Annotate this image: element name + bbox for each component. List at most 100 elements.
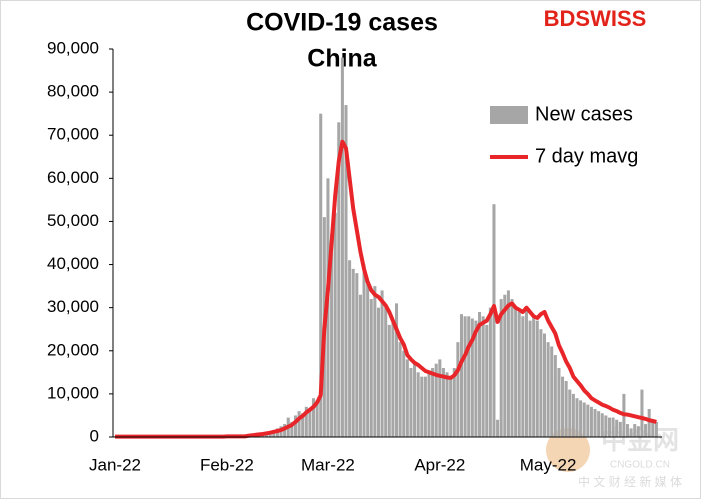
- bar: [470, 318, 474, 437]
- bar: [441, 368, 445, 437]
- bar: [492, 204, 496, 437]
- bar: [644, 424, 648, 437]
- bar: [449, 376, 453, 437]
- bar: [319, 113, 323, 438]
- bar: [535, 320, 539, 437]
- watermark-site: CNGOLD.CN: [610, 460, 670, 471]
- bar: [290, 421, 294, 437]
- bar: [514, 307, 518, 437]
- bar: [434, 363, 438, 437]
- y-tick-label: 60,000: [47, 168, 99, 187]
- bar: [550, 346, 554, 437]
- bar: [532, 316, 536, 437]
- bar: [409, 368, 413, 437]
- bar: [308, 408, 312, 437]
- bar: [452, 368, 456, 437]
- bar: [348, 260, 352, 437]
- bar: [528, 320, 532, 437]
- bar: [499, 299, 503, 437]
- bar: [626, 424, 630, 437]
- bar: [445, 372, 449, 437]
- bar: [391, 320, 395, 437]
- bar: [423, 376, 427, 437]
- bar: [582, 402, 586, 437]
- bar: [568, 389, 572, 437]
- watermark-tagline: 中 文 财 经 新 媒 体: [578, 474, 682, 489]
- bar: [315, 400, 319, 437]
- bar: [337, 122, 341, 438]
- x-tick-label: Jan-22: [89, 455, 141, 474]
- logo: BDSWISS: [544, 6, 647, 31]
- bar: [542, 333, 547, 437]
- bar: [636, 426, 640, 437]
- bar: [467, 316, 471, 437]
- legend-label: 7 day mavg: [535, 145, 638, 167]
- bar: [579, 400, 583, 437]
- y-tick-label: 50,000: [47, 211, 99, 230]
- bar: [304, 406, 308, 437]
- y-tick-label: 20,000: [47, 340, 99, 359]
- bar: [503, 294, 507, 437]
- bar: [369, 299, 373, 437]
- bar: [618, 421, 622, 437]
- bar: [387, 324, 391, 437]
- bar: [640, 389, 644, 437]
- bar: [597, 411, 601, 437]
- bar: [355, 273, 359, 437]
- bar: [366, 281, 370, 437]
- bar: [524, 307, 528, 437]
- bar: [633, 424, 637, 437]
- bar: [553, 355, 557, 437]
- bar: [506, 290, 510, 437]
- legend-label: New cases: [535, 103, 633, 125]
- bar: [384, 307, 388, 437]
- bar: [561, 376, 565, 437]
- bar: [293, 415, 297, 437]
- bar: [402, 350, 406, 437]
- bar: [351, 268, 355, 437]
- bar: [395, 303, 399, 437]
- bar: [593, 408, 597, 437]
- bar: [416, 372, 420, 437]
- y-tick-label: 80,000: [47, 82, 99, 101]
- bar: [333, 212, 337, 437]
- bar: [571, 393, 575, 437]
- bar: [398, 342, 402, 437]
- bar: [521, 316, 525, 437]
- bar: [539, 329, 543, 437]
- watermark: 中金网 CNGOLD.CN 中 文 财 经 新 媒 体: [546, 425, 682, 489]
- legend-swatch: [490, 106, 528, 124]
- bar: [557, 368, 561, 437]
- bar: [373, 286, 377, 437]
- bar: [297, 411, 301, 437]
- bar: [647, 408, 651, 437]
- bar: [330, 234, 334, 437]
- y-tick-label: 30,000: [47, 297, 99, 316]
- bar: [463, 316, 467, 437]
- bar: [420, 376, 424, 437]
- bar: [478, 311, 482, 437]
- bar: [629, 428, 633, 437]
- bar: [517, 311, 521, 437]
- bar: [413, 363, 417, 437]
- bar: [459, 314, 464, 437]
- bar: [427, 372, 431, 437]
- bar: [485, 324, 489, 437]
- bar: [600, 413, 604, 437]
- bar: [546, 342, 550, 437]
- bar: [481, 316, 485, 437]
- x-tick-label: Apr-22: [414, 455, 465, 474]
- chart-title: COVID-19 cases: [246, 9, 438, 37]
- bar: [575, 398, 579, 437]
- bar: [344, 105, 348, 438]
- bar: [615, 419, 619, 437]
- bar: [431, 368, 435, 437]
- bar: [604, 415, 608, 437]
- bar: [611, 417, 615, 437]
- bar: [405, 359, 409, 437]
- bar: [301, 413, 305, 437]
- y-tick-label: 90,000: [47, 38, 99, 57]
- bar: [496, 419, 500, 437]
- x-tick-label: Mar-22: [301, 455, 355, 474]
